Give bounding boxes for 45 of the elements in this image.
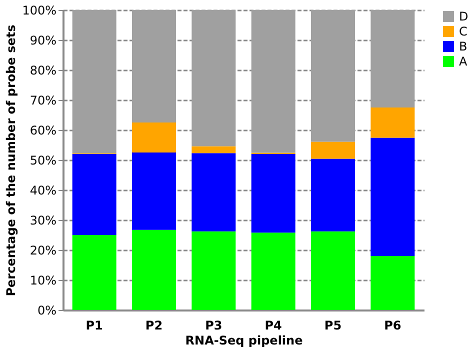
bar — [132, 122, 176, 152]
y-tick-label: 70% — [30, 94, 56, 108]
y-tick-label: 40% — [30, 184, 56, 198]
y-tick-label: 80% — [30, 64, 56, 78]
bar — [72, 235, 116, 310]
bar — [311, 142, 356, 159]
bar — [192, 10, 236, 146]
bar — [192, 231, 236, 310]
y-tick-label: 0% — [37, 304, 56, 318]
bar — [192, 146, 236, 154]
y-tick-label: 30% — [30, 214, 56, 228]
legend-label: D — [459, 10, 468, 24]
bar — [370, 256, 415, 310]
bar — [72, 154, 116, 235]
bar — [192, 153, 236, 232]
bar — [370, 10, 415, 108]
y-tick-label: 90% — [30, 34, 56, 48]
legend-label: A — [459, 54, 468, 68]
bar — [251, 154, 296, 233]
bar — [251, 232, 296, 310]
bar — [311, 10, 356, 142]
legend-label: C — [459, 24, 468, 38]
bar — [132, 230, 176, 310]
y-tick-label: 50% — [30, 154, 56, 168]
y-tick-label: 10% — [30, 274, 56, 288]
x-tick-label: P6 — [384, 318, 402, 332]
bar — [251, 10, 296, 153]
bar — [311, 231, 356, 310]
bar — [72, 10, 116, 154]
x-tick-label: P3 — [205, 318, 222, 332]
x-tick-label: P5 — [324, 318, 342, 332]
y-tick-label: 100% — [22, 4, 56, 18]
bar — [311, 158, 356, 232]
legend-label: B — [459, 40, 468, 54]
x-tick-label: P4 — [264, 318, 282, 332]
bar — [370, 138, 415, 256]
bar — [132, 152, 176, 230]
y-tick-label: 60% — [30, 124, 56, 138]
bar — [370, 108, 415, 138]
x-axis-title: RNA-Seq pipeline — [185, 334, 303, 348]
y-axis-title: Percentage of the number of probe sets — [4, 24, 18, 296]
x-tick-label: P2 — [145, 318, 163, 332]
x-tick-label: P1 — [86, 318, 103, 332]
y-tick-label: 20% — [30, 244, 56, 258]
bar — [132, 10, 176, 122]
